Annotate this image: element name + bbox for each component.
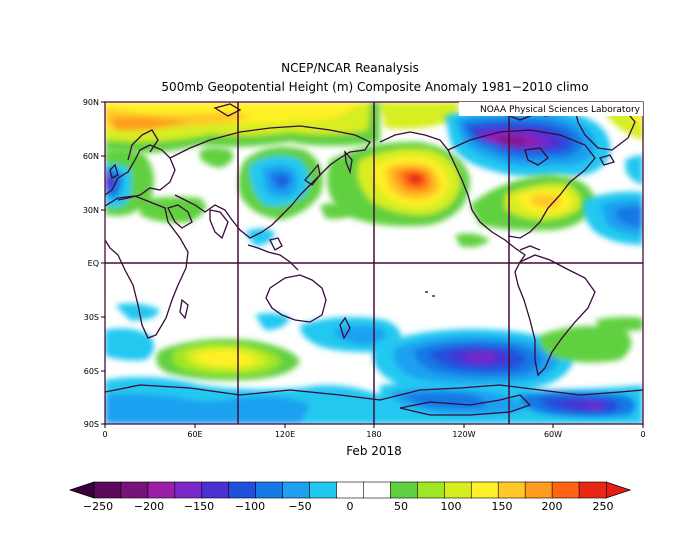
chart-title: NCEP/NCAR Reanalysis: [281, 61, 419, 75]
colorbar-swatch: [363, 481, 392, 499]
lon-label: 180: [366, 430, 381, 439]
colorbar-swatch: [417, 481, 446, 499]
colorbar-label: 0: [347, 500, 354, 513]
colorbar-swatch: [524, 481, 553, 499]
lat-label: 90N: [83, 98, 99, 107]
colorbar-swatch: [309, 481, 338, 499]
credit-box: [459, 102, 643, 116]
colorbar-swatch: [470, 481, 499, 499]
lon-label: 0: [640, 430, 645, 439]
lon-label: 60E: [187, 430, 202, 439]
colorbar-label: −100: [235, 500, 265, 513]
colorbar-swatch: [497, 481, 526, 499]
colorbar-swatch: [93, 481, 122, 499]
period-label: Feb 2018: [346, 444, 402, 458]
colorbar-swatch: [336, 481, 365, 499]
colorbar-label: 150: [492, 500, 513, 513]
lat-labels: 90N 60N 30N EQ 30S 60S 90S: [83, 98, 99, 429]
lat-label: EQ: [88, 259, 99, 268]
colorbar-swatch: [390, 481, 419, 499]
colorbar-label: −250: [83, 500, 113, 513]
tick-marks: [101, 101, 644, 428]
colorbar-swatch: [147, 481, 176, 499]
colorbar-swatch: [120, 481, 149, 499]
lat-label: 60N: [83, 152, 99, 161]
colorbar-swatch: [228, 481, 257, 499]
colorbar-swatch: [578, 481, 607, 499]
lat-label: 90S: [84, 420, 99, 429]
credit-text: NOAA Physical Sciences Laboratory: [480, 105, 641, 115]
colorbar-label: 100: [441, 500, 462, 513]
colorbar-left-arrow: [68, 481, 95, 499]
lon-label: 0: [102, 430, 107, 439]
chart-subtitle: 500mb Geopotential Height (m) Composite …: [161, 80, 589, 94]
lon-label: 60W: [544, 430, 562, 439]
lat-label: 60S: [84, 367, 99, 376]
colorbar-swatch: [255, 481, 284, 499]
colorbar-label: 250: [593, 500, 614, 513]
lat-label: 30S: [84, 313, 99, 322]
colorbar-label: 50: [394, 500, 408, 513]
lon-label: 120W: [452, 430, 475, 439]
colorbar-swatch: [282, 481, 311, 499]
colorbar-swatch: [174, 481, 203, 499]
colorbar-label: −50: [288, 500, 311, 513]
colorbar: −250 −200 −150 −100 −50 0 50 100 150 200…: [68, 481, 632, 513]
lon-label: 120E: [275, 430, 295, 439]
colorbar-right-arrow: [605, 481, 632, 499]
colorbar-label: −200: [134, 500, 164, 513]
colorbar-swatch: [201, 481, 230, 499]
grid-lines: [105, 102, 643, 424]
colorbar-label: −150: [184, 500, 214, 513]
lon-labels: 0 60E 120E 180 120W 60W 0: [102, 430, 645, 439]
colorbar-swatch: [444, 481, 472, 499]
lat-label: 30N: [83, 206, 99, 215]
colorbar-swatch: [551, 481, 580, 499]
colorbar-label: 200: [542, 500, 563, 513]
